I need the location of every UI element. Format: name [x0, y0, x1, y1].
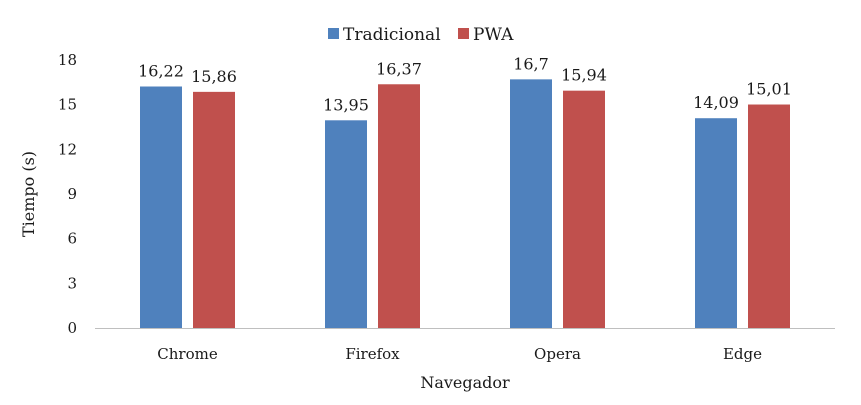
bar-tradicional-opera [510, 79, 552, 328]
data-label: 16,37 [376, 59, 422, 78]
x-axis-title: Navegador [420, 373, 510, 392]
y-tick-label: 6 [67, 230, 77, 248]
y-tick-label: 0 [67, 319, 77, 337]
bar-tradicional-firefox [325, 120, 367, 328]
bar-pwa-opera [563, 90, 605, 328]
y-tick-label: 3 [67, 274, 77, 292]
data-label: 15,01 [746, 80, 792, 99]
data-label: 15,94 [561, 66, 607, 85]
data-label: 16,22 [138, 62, 184, 81]
data-label: 15,86 [191, 67, 237, 86]
y-tick-label: 18 [58, 51, 77, 69]
bars: 16,22 15,86 13,95 16,37 16,7 15,94 14,09 15,01 [138, 54, 792, 329]
x-tick-label: Chrome [157, 345, 218, 363]
legend-swatch-tradicional [328, 28, 339, 39]
data-label: 14,09 [693, 93, 739, 112]
x-tick-label: Opera [534, 345, 581, 363]
data-label: 16,7 [513, 54, 549, 73]
legend-label-tradicional: Tradicional [343, 25, 441, 45]
bar-pwa-edge [748, 104, 790, 328]
bar-tradicional-chrome [140, 86, 182, 328]
bar-pwa-firefox [378, 84, 420, 328]
data-label: 13,95 [323, 95, 369, 114]
bar-pwa-chrome [193, 91, 235, 329]
bar-tradicional-edge [695, 118, 737, 329]
legend-swatch-pwa [458, 28, 469, 39]
y-tick-label: 12 [58, 140, 77, 158]
x-tick-label: Firefox [345, 345, 400, 363]
y-axis-ticks: 0 3 6 9 12 15 18 [58, 51, 77, 337]
x-axis-ticks: Chrome Firefox Opera Edge [157, 345, 762, 363]
legend: Tradicional PWA [328, 25, 514, 45]
x-tick-label: Edge [723, 345, 762, 363]
y-axis-title: Tiempo (s) [19, 151, 38, 237]
y-tick-label: 15 [58, 96, 77, 114]
y-tick-label: 9 [67, 185, 77, 203]
legend-label-pwa: PWA [473, 25, 514, 45]
